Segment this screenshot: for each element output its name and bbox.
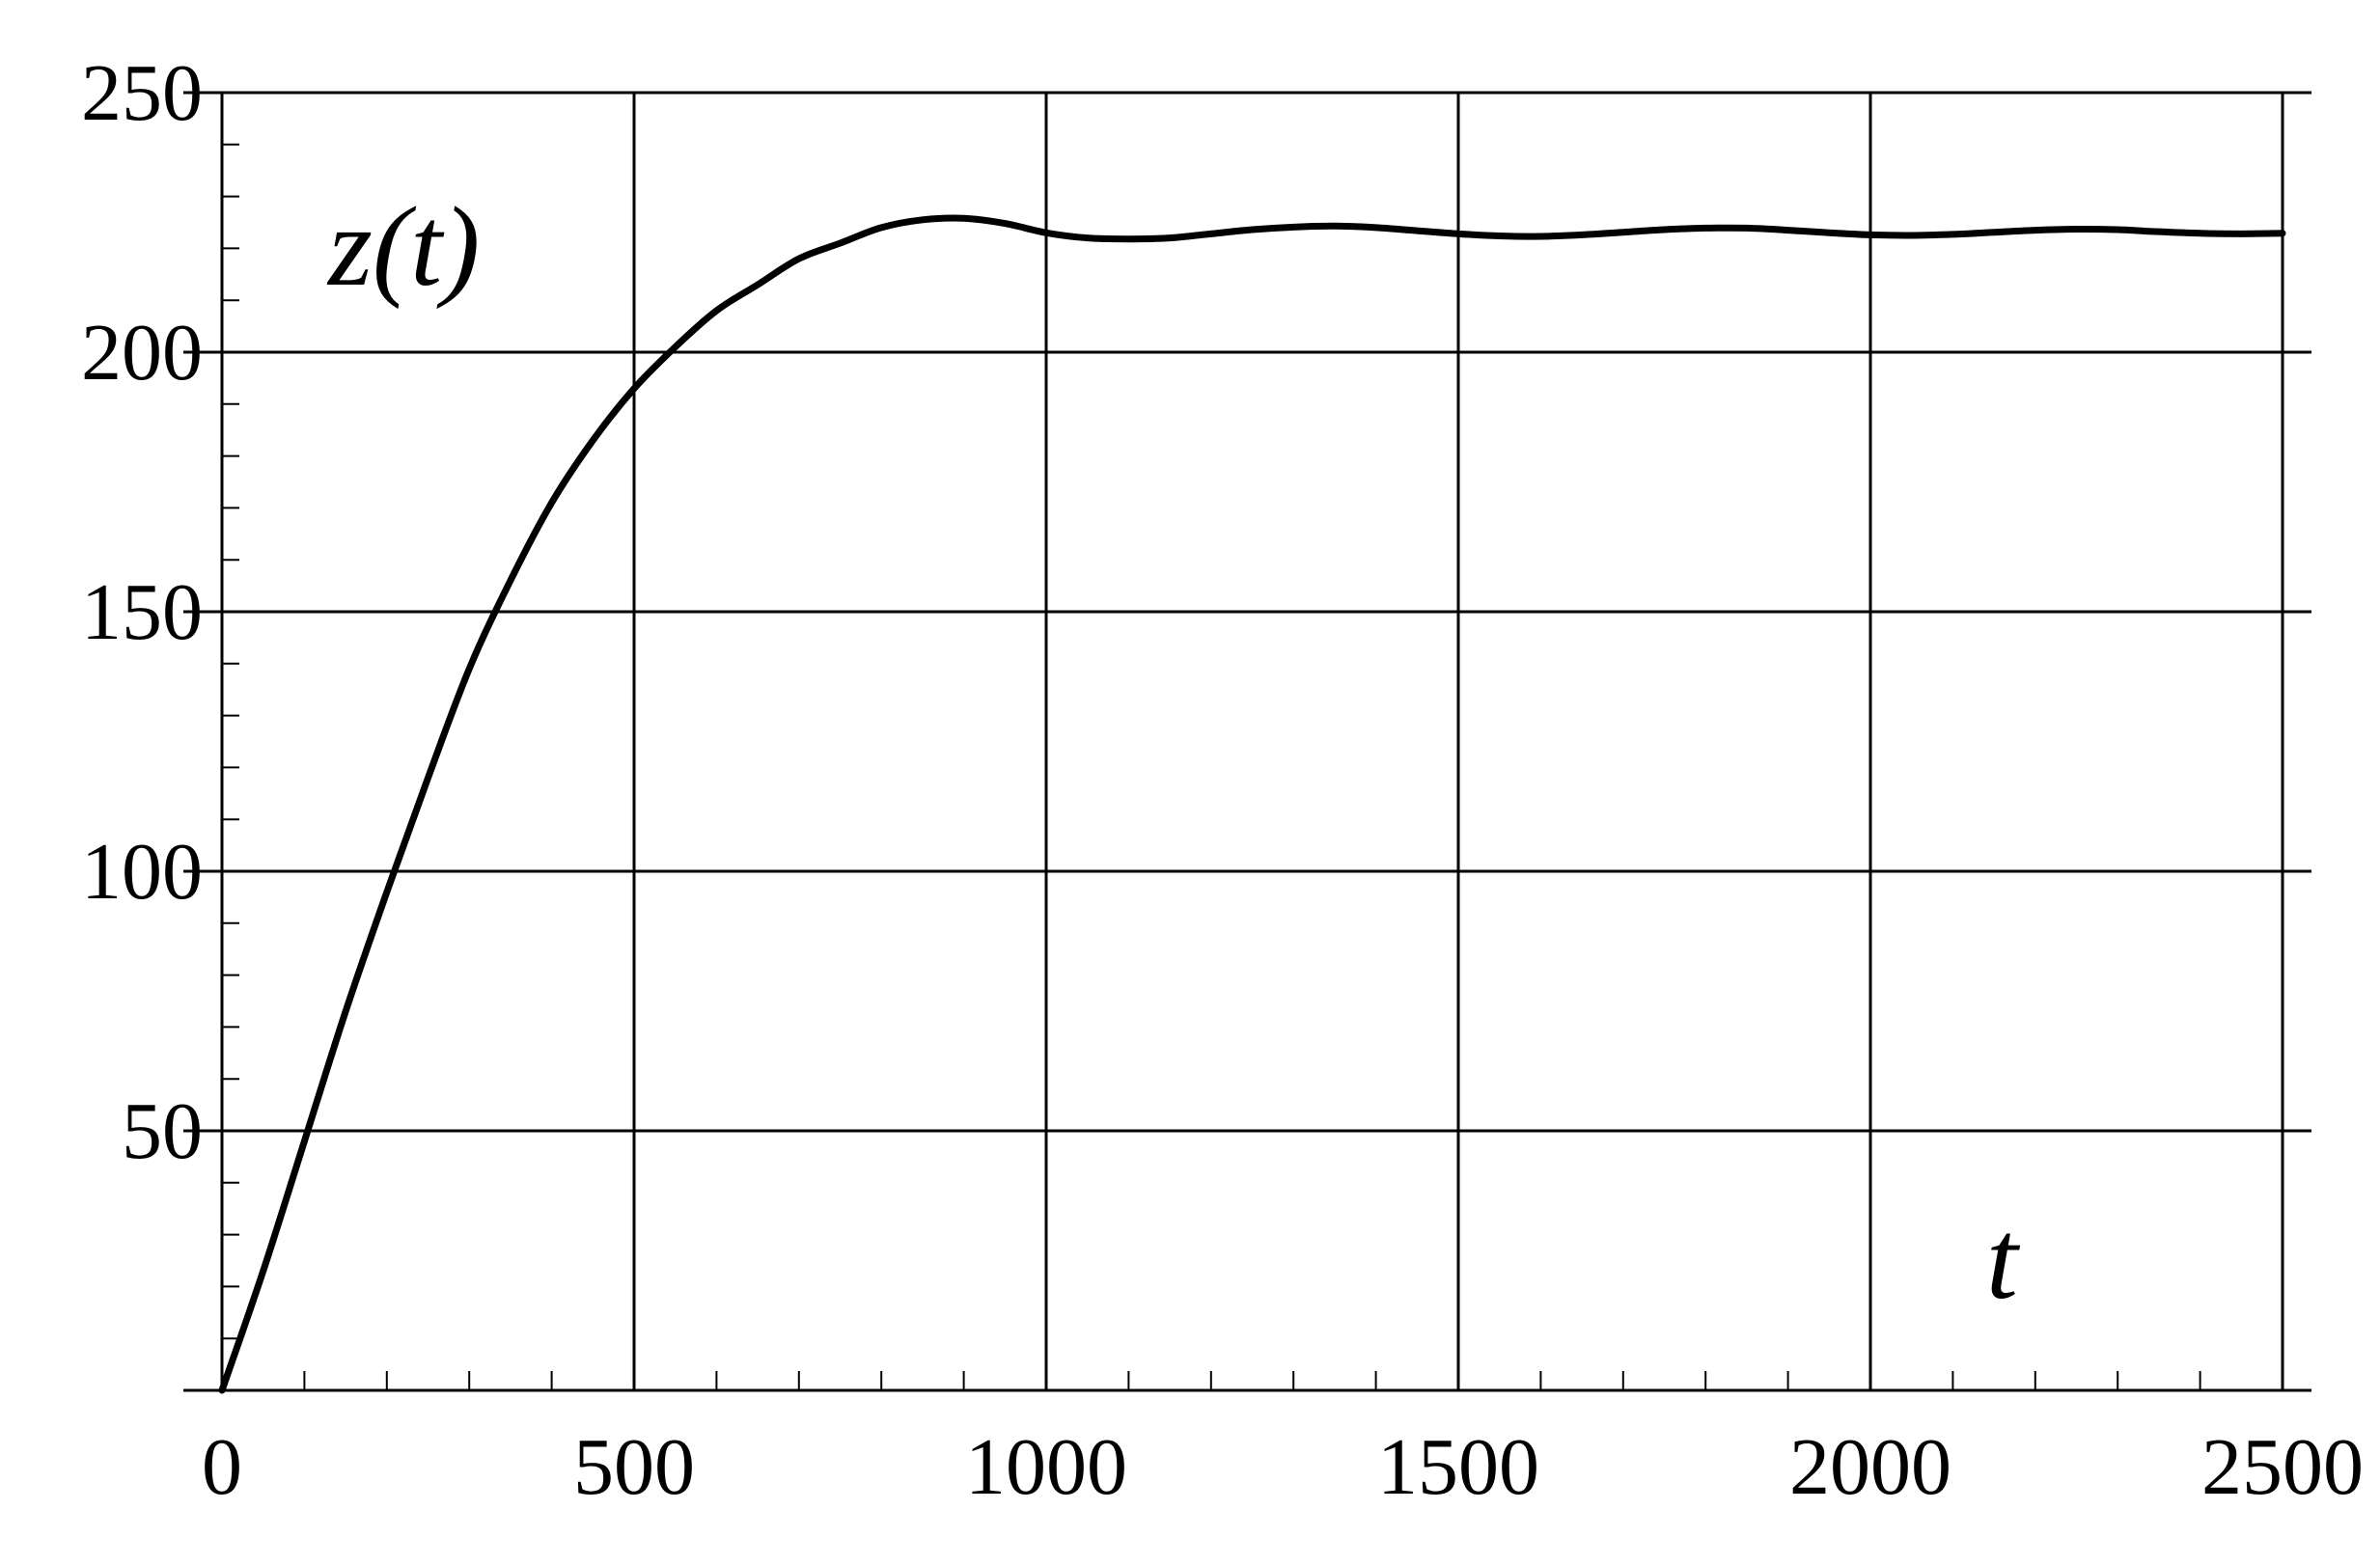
x-tick-label-3: 1500 (1377, 1422, 1539, 1512)
y-tick-label-4: 250 (81, 48, 203, 138)
x-tick-label-2: 1000 (965, 1422, 1127, 1512)
y-axis-label: z(t) (326, 183, 480, 310)
x-tick-label-5: 2500 (2201, 1422, 2364, 1512)
series (218, 214, 2286, 1394)
y-tick-label-0: 50 (122, 1086, 203, 1176)
minor-ticks (222, 143, 2201, 1390)
y-tick-label-2: 150 (81, 567, 203, 657)
series-line-0 (218, 214, 2286, 1394)
x-axis-label: t (1986, 1196, 2021, 1323)
y-tick-label-1: 100 (81, 827, 203, 917)
tick-labels: 0 500 1000 1500 2000 2500 50 100 150 200 250 (81, 48, 2364, 1512)
grid (183, 91, 2311, 1390)
x-tick-label-4: 2000 (1789, 1422, 1951, 1512)
y-tick-label-3: 200 (81, 308, 203, 398)
axes (183, 93, 2311, 1392)
x-tick-label-0: 0 (202, 1422, 242, 1512)
x-tick-label-1: 500 (573, 1422, 695, 1512)
